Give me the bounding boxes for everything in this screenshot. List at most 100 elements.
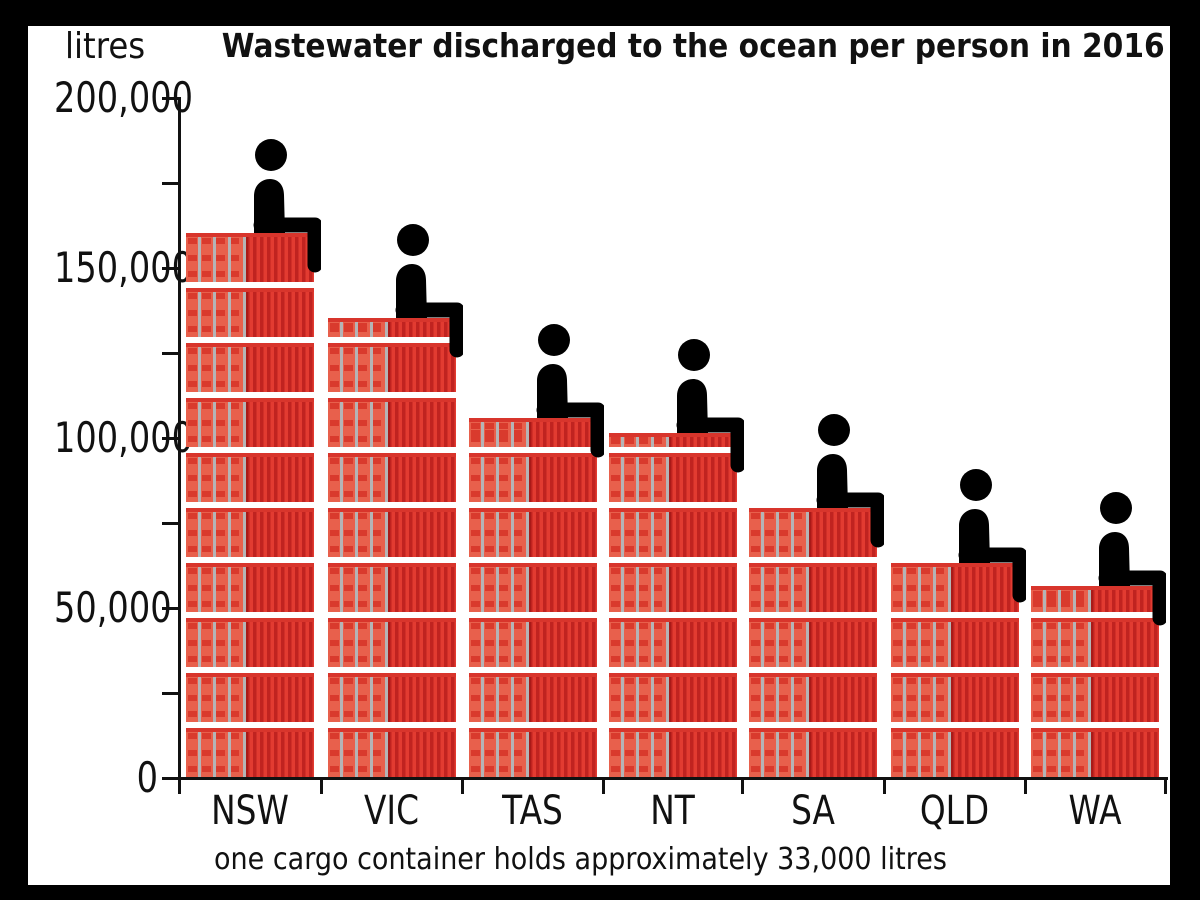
container-roof-edge	[749, 728, 877, 732]
container-front-face	[328, 618, 388, 667]
container-front-face	[749, 728, 809, 777]
container-roof-edge	[609, 433, 737, 437]
container-side-face	[1091, 673, 1159, 722]
container-roof-edge	[186, 343, 314, 347]
cargo-container	[1031, 618, 1159, 667]
cargo-container	[469, 563, 597, 612]
container-front-face	[328, 343, 388, 392]
cargo-container	[469, 453, 597, 502]
y-axis-tick	[162, 607, 178, 610]
container-roof-edge	[469, 563, 597, 567]
container-side-face	[246, 398, 314, 447]
x-axis-tick	[1164, 777, 1167, 794]
container-front-face	[328, 563, 388, 612]
cargo-container	[891, 728, 1019, 777]
footnote-caption: one cargo container holds approximately …	[214, 842, 947, 877]
container-side-face	[246, 453, 314, 502]
container-side-face	[669, 508, 737, 557]
cargo-container	[328, 563, 456, 612]
cargo-container	[186, 563, 314, 612]
cargo-container	[749, 673, 877, 722]
container-front-face	[186, 233, 246, 282]
chart-title: Wastewater discharged to the ocean per p…	[222, 26, 1165, 65]
container-side-face	[951, 673, 1019, 722]
seated-person-icon	[395, 224, 463, 358]
cargo-container	[186, 673, 314, 722]
container-roof-edge	[891, 563, 1019, 567]
container-front-face	[1031, 728, 1091, 777]
container-side-face	[669, 453, 737, 502]
container-roof-edge	[749, 673, 877, 677]
container-roof-edge	[328, 398, 456, 402]
container-front-face	[749, 618, 809, 667]
container-front-face	[186, 673, 246, 722]
container-side-face	[529, 618, 597, 667]
container-front-face	[469, 618, 529, 667]
container-front-face	[186, 618, 246, 667]
container-roof-edge	[749, 563, 877, 567]
container-roof-edge	[1031, 586, 1159, 590]
container-side-face	[809, 563, 877, 612]
container-front-face	[469, 563, 529, 612]
container-roof-edge	[609, 728, 737, 732]
y-axis-tick-label: 50,000	[54, 583, 172, 632]
bar-nt	[609, 433, 737, 777]
container-front-face	[891, 728, 951, 777]
container-roof-edge	[1031, 673, 1159, 677]
y-axis-tick-label: 150,000	[54, 243, 193, 292]
container-side-face	[669, 618, 737, 667]
container-roof-edge	[328, 618, 456, 622]
cargo-container	[609, 618, 737, 667]
container-front-face	[749, 563, 809, 612]
container-roof-edge	[328, 343, 456, 347]
container-side-face	[809, 618, 877, 667]
cargo-container	[609, 728, 737, 777]
x-axis-tick	[178, 777, 181, 794]
container-roof-edge	[186, 288, 314, 292]
cargo-container	[609, 453, 737, 502]
container-side-face	[246, 618, 314, 667]
cargo-container	[328, 398, 456, 447]
container-front-face	[469, 508, 529, 557]
x-axis-tick	[602, 777, 605, 794]
container-side-face	[669, 673, 737, 722]
container-side-face	[529, 453, 597, 502]
cargo-container-partial	[469, 418, 597, 447]
x-axis-tick	[741, 777, 744, 794]
container-front-face	[891, 618, 951, 667]
container-roof-edge	[749, 618, 877, 622]
cargo-container	[749, 618, 877, 667]
container-front-face	[328, 673, 388, 722]
container-side-face	[529, 563, 597, 612]
container-front-face	[891, 563, 951, 612]
seated-person-icon	[676, 339, 744, 473]
cargo-container	[186, 728, 314, 777]
container-roof-edge	[609, 673, 737, 677]
container-front-face	[186, 343, 246, 392]
container-roof-edge	[891, 618, 1019, 622]
container-side-face	[388, 728, 456, 777]
seated-person-icon	[1098, 492, 1166, 626]
container-side-face	[951, 728, 1019, 777]
cargo-container	[609, 673, 737, 722]
container-side-face	[529, 508, 597, 557]
container-front-face	[186, 453, 246, 502]
container-roof-edge	[609, 618, 737, 622]
container-roof-edge	[609, 563, 737, 567]
container-roof-edge	[891, 673, 1019, 677]
x-axis-label-wa: WA	[1068, 788, 1122, 834]
container-front-face	[328, 318, 388, 337]
container-front-face	[891, 673, 951, 722]
container-roof-edge	[469, 618, 597, 622]
container-side-face	[388, 618, 456, 667]
bar-vic	[328, 318, 456, 777]
container-side-face	[951, 618, 1019, 667]
x-axis-tick	[883, 777, 886, 794]
container-side-face	[809, 673, 877, 722]
cargo-container	[749, 728, 877, 777]
y-axis-tick	[162, 777, 178, 780]
container-roof-edge	[891, 728, 1019, 732]
bar-wa	[1031, 586, 1159, 777]
cargo-container-partial	[1031, 586, 1159, 612]
